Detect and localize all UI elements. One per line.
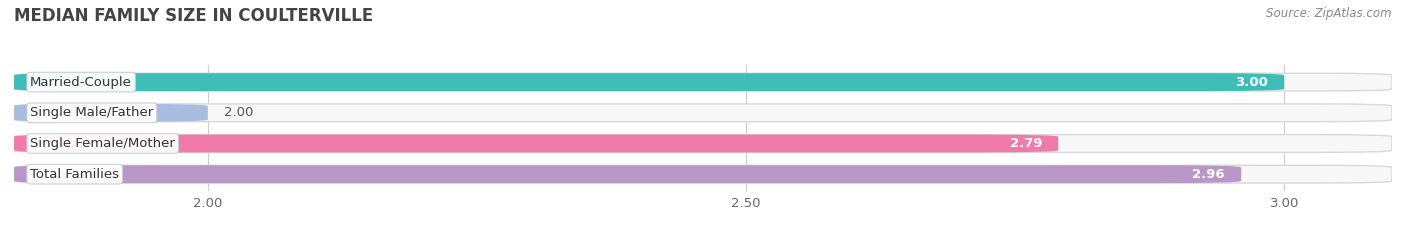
FancyBboxPatch shape [14,135,1059,152]
Text: 2.96: 2.96 [1192,168,1225,181]
FancyBboxPatch shape [14,104,208,122]
Text: Married-Couple: Married-Couple [30,76,132,89]
Text: 2.79: 2.79 [1010,137,1042,150]
FancyBboxPatch shape [14,73,1284,91]
Text: 2.00: 2.00 [224,106,253,119]
Text: Single Male/Father: Single Male/Father [30,106,153,119]
Text: MEDIAN FAMILY SIZE IN COULTERVILLE: MEDIAN FAMILY SIZE IN COULTERVILLE [14,7,374,25]
Text: Source: ZipAtlas.com: Source: ZipAtlas.com [1267,7,1392,20]
FancyBboxPatch shape [14,73,1392,91]
Text: Single Female/Mother: Single Female/Mother [30,137,176,150]
Text: Total Families: Total Families [30,168,120,181]
Text: 3.00: 3.00 [1236,76,1268,89]
FancyBboxPatch shape [14,104,1392,122]
FancyBboxPatch shape [14,165,1392,183]
FancyBboxPatch shape [14,165,1241,183]
FancyBboxPatch shape [14,135,1392,152]
